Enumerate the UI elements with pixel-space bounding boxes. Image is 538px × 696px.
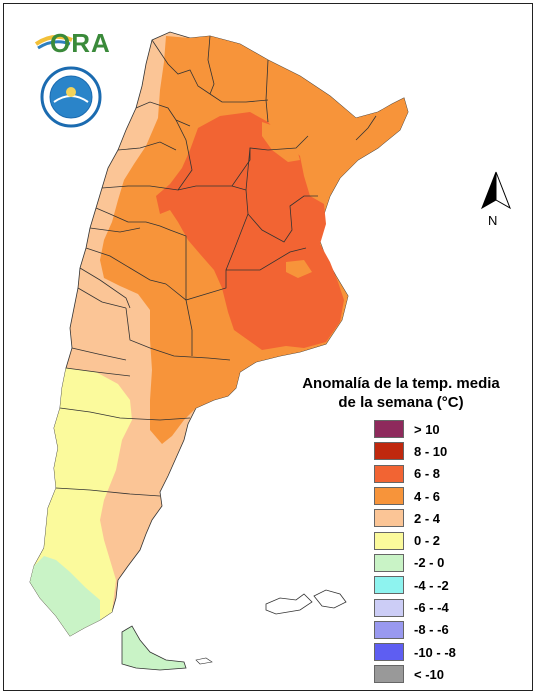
legend-label: 2 - 4 — [414, 510, 441, 526]
legend-swatch — [374, 665, 404, 684]
smn-seal-icon — [40, 66, 102, 128]
legend-item: -4 - -2 — [374, 574, 456, 596]
legend-label: -10 - -8 — [414, 644, 456, 660]
legend-swatch — [374, 553, 404, 572]
legend-label: 4 - 6 — [414, 488, 441, 504]
legend-label: 0 - 2 — [414, 533, 441, 549]
legend-swatch — [374, 576, 404, 595]
legend-swatch — [374, 464, 404, 483]
legend-label: -4 - -2 — [414, 577, 449, 593]
legend-swatch — [374, 509, 404, 528]
legend-swatch — [374, 487, 404, 506]
legend-swatch — [374, 620, 404, 639]
legend-title-line1: Anomalía de la temp. media — [302, 375, 500, 392]
legend-label: > 10 — [414, 421, 440, 437]
legend-swatch — [374, 531, 404, 550]
zone-6-8 — [156, 112, 344, 350]
legend-item: 0 - 2 — [374, 529, 456, 551]
zone-minus2-0 — [30, 556, 100, 636]
province-boundaries — [55, 35, 377, 497]
north-arrow-label: N — [488, 213, 498, 228]
legend-item: 4 - 6 — [374, 485, 456, 507]
legend-swatch — [374, 643, 404, 662]
legend-swatch — [374, 598, 404, 617]
legend-swatch — [374, 442, 404, 461]
north-arrow-icon — [481, 171, 511, 210]
legend-swatch — [374, 420, 404, 439]
zone-4-6-inner — [262, 122, 300, 162]
legend-item: < -10 — [374, 663, 456, 685]
legend-item: -8 - -6 — [374, 619, 456, 641]
zone-4-6-inner-2 — [286, 260, 312, 278]
legend-title: Anomalía de la temp. media de la semana … — [286, 374, 516, 412]
ora-logo-text: ORA — [50, 28, 111, 58]
legend-item: 6 - 8 — [374, 463, 456, 485]
legend-label: -2 - 0 — [414, 555, 445, 571]
legend-title-line2: de la semana (°C) — [338, 394, 464, 411]
legend-item: -6 - -4 — [374, 596, 456, 618]
ora-logo-swoosh-icon — [34, 34, 73, 50]
legend-label: -6 - -4 — [414, 600, 449, 616]
legend-label: 8 - 10 — [414, 443, 448, 459]
legend-label: < -10 — [414, 666, 444, 682]
legend: > 10 8 - 10 6 - 8 4 - 6 2 - 4 0 - 2 -2 - 0 -4 -… — [374, 418, 456, 686]
legend-item: > 10 — [374, 418, 456, 440]
legend-item: 8 - 10 — [374, 440, 456, 462]
legend-item: 2 - 4 — [374, 507, 456, 529]
isla-de-los-estados — [195, 657, 213, 665]
legend-item: -2 - 0 — [374, 552, 456, 574]
legend-label: -8 - -6 — [414, 622, 449, 638]
malvinas-islands — [265, 589, 347, 615]
legend-label: 6 - 8 — [414, 466, 441, 482]
legend-item: -10 - -8 — [374, 641, 456, 663]
tierra-del-fuego — [121, 625, 187, 671]
